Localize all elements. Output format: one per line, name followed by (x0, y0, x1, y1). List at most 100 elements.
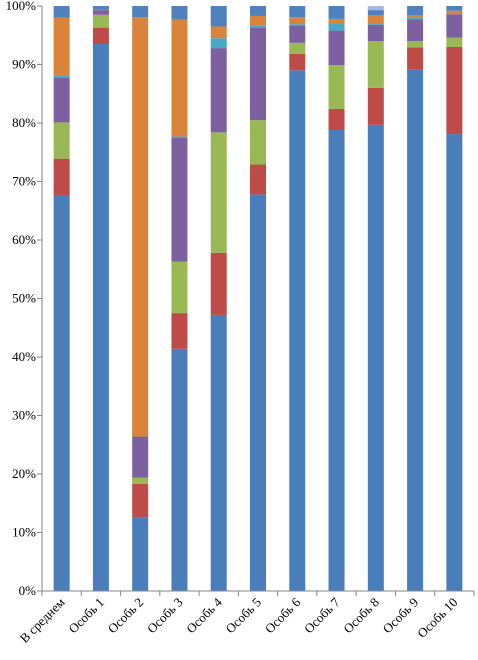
bar-segment (171, 19, 188, 137)
bar-segment (171, 136, 188, 138)
bar-segment (446, 134, 463, 592)
y-tick-label: 30% (12, 408, 36, 423)
bar-stack (210, 6, 227, 591)
bar-segment (53, 75, 70, 78)
bar-segment (328, 65, 345, 109)
bar-segment (53, 194, 70, 591)
bar-segment (210, 252, 227, 315)
bar-segment (171, 313, 188, 349)
bar-segment (446, 46, 463, 135)
bar-segment (446, 6, 463, 11)
bar-segment (171, 261, 188, 314)
bar-segment (289, 25, 306, 43)
bar-segment (446, 14, 463, 38)
bar-segment (250, 15, 266, 26)
bar-segment (289, 24, 306, 26)
bar-segment (328, 30, 345, 66)
bar-segment (407, 6, 424, 16)
bar-segment (367, 23, 384, 25)
x-tick-label: Особь 5 (222, 595, 264, 637)
bar-segment (250, 27, 266, 121)
bar-segment (132, 6, 149, 18)
bar-segment (132, 477, 149, 484)
bar-segment (289, 17, 306, 25)
x-tick-label: Особь 10 (414, 595, 460, 641)
bar-segment (210, 48, 227, 133)
y-tick-label: 70% (12, 174, 36, 189)
bar-segment (407, 17, 424, 20)
bar-segment (367, 124, 384, 591)
y-tick-label: 80% (12, 115, 36, 130)
bar-segment (210, 26, 227, 39)
bar-segment (132, 17, 149, 437)
bar-segment (407, 15, 424, 18)
y-tick-label: 100% (6, 0, 37, 13)
bar-segment (171, 348, 188, 591)
x-tick-label: Особь 3 (144, 595, 186, 637)
bar-stack (53, 6, 70, 591)
bar-stack (407, 6, 424, 591)
bar-stack (92, 6, 109, 591)
bar-segment (53, 17, 70, 76)
bar-segment (210, 132, 227, 253)
bar-segment (289, 42, 306, 54)
bar-segment (446, 10, 463, 15)
bar-stack (446, 6, 463, 592)
bar-segment (367, 41, 384, 88)
bar-segment (210, 314, 227, 591)
bar-segment (92, 14, 109, 28)
bar-segment (171, 6, 188, 20)
bar-stack (289, 6, 306, 592)
bar-stack (367, 6, 384, 591)
y-tick-label: 0% (19, 583, 37, 598)
bar-segment (171, 137, 188, 262)
bar-segment (210, 38, 227, 49)
bar-segment (92, 44, 109, 591)
bar-segment (407, 41, 424, 48)
y-tick-label: 40% (12, 349, 36, 364)
x-tick-label: Особь 6 (262, 594, 304, 636)
y-tick-label: 60% (12, 232, 36, 247)
bar-segment (92, 9, 109, 11)
bar-segment (328, 18, 345, 24)
bar-segment (210, 6, 227, 27)
bar-segment (92, 10, 109, 15)
bar-stack (250, 6, 266, 591)
bar-segment (328, 23, 345, 31)
bar-segment (328, 6, 345, 19)
bar-segment (53, 122, 70, 159)
bar-segment (289, 53, 306, 71)
bar-segment (367, 6, 384, 11)
x-tick-label: Особь 1 (65, 595, 107, 637)
bar-segment (132, 517, 149, 591)
bar-segment (250, 120, 266, 165)
bar-segment (53, 158, 70, 195)
bar-segment (53, 77, 70, 123)
y-tick-label: 90% (12, 57, 36, 72)
x-tick-label: Особь 7 (301, 594, 343, 636)
bar-segment (407, 69, 424, 591)
bar-segment (250, 6, 266, 16)
bar-stacks (53, 6, 463, 592)
y-axis: 0% 10% 20% 30% 40% 50% 60% 70% 80% 90% 100% (6, 0, 43, 598)
bar-segment (92, 27, 109, 45)
bar-segment (446, 37, 463, 47)
x-tick-label: Особь 2 (105, 595, 147, 637)
bar-segment (407, 47, 424, 70)
bar-segment (367, 24, 384, 42)
bar-stack (171, 6, 188, 591)
bar-segment (328, 130, 345, 591)
bar-segment (367, 10, 384, 16)
bar-segment (132, 436, 149, 478)
bar-segment (132, 483, 149, 518)
bar-segment (367, 15, 384, 24)
bar-segment (250, 25, 266, 28)
y-tick-label: 20% (12, 466, 36, 481)
bar-segment (289, 6, 306, 18)
bar-segment (328, 108, 345, 131)
x-tick-label: Особь 8 (340, 595, 382, 637)
bar-stack (132, 6, 149, 591)
x-tick-label: В среднем (17, 595, 68, 646)
